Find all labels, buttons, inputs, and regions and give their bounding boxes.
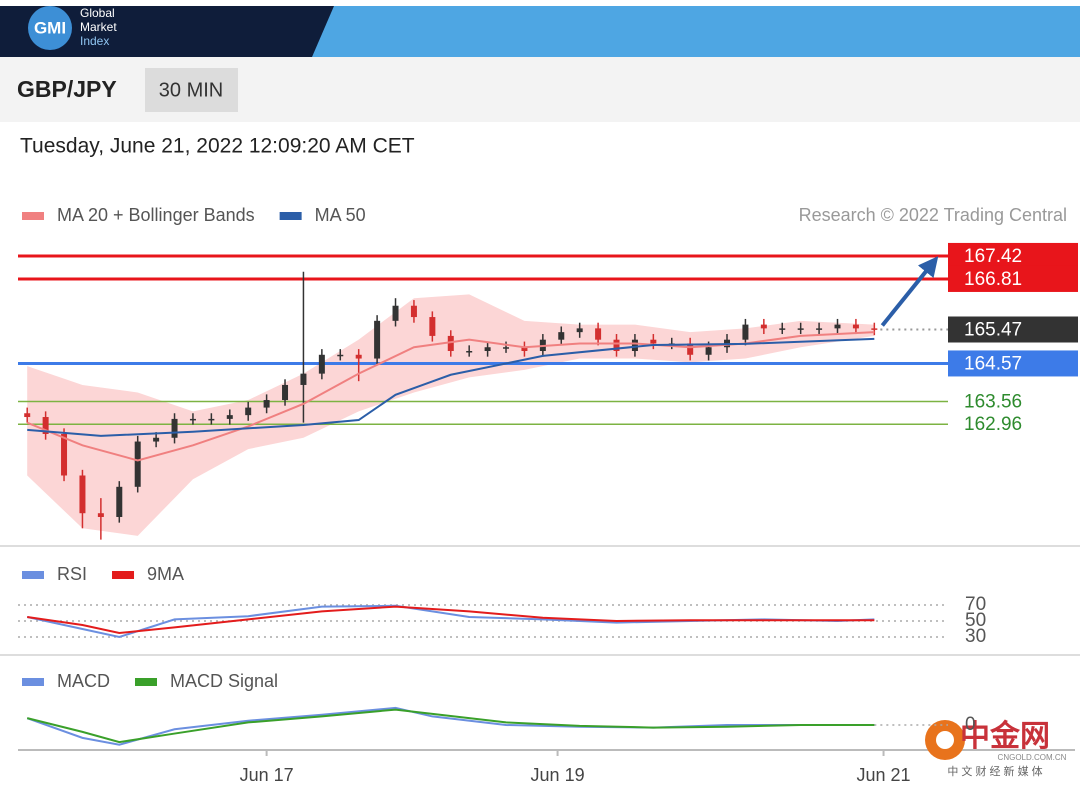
legend-swatch bbox=[22, 571, 44, 579]
candle-body bbox=[263, 400, 270, 408]
legend-label: RSI bbox=[57, 564, 87, 584]
candle-body bbox=[576, 328, 583, 333]
legend-label: 9MA bbox=[147, 564, 184, 584]
candle-body bbox=[816, 328, 823, 330]
candle-body bbox=[705, 347, 712, 355]
candle-body bbox=[852, 324, 859, 329]
candle-body bbox=[134, 441, 141, 487]
candle-body bbox=[245, 407, 252, 416]
level-box bbox=[948, 350, 1078, 377]
candle-body bbox=[631, 339, 638, 352]
y-tick-label: 30 bbox=[965, 626, 986, 647]
candle-body bbox=[337, 354, 344, 357]
candle-body bbox=[318, 354, 325, 374]
candle-body bbox=[189, 418, 196, 421]
level-label: 164.57 bbox=[964, 353, 1022, 374]
candle-body bbox=[484, 347, 491, 352]
candle-body bbox=[521, 347, 528, 352]
legend-label: MA 20 + Bollinger Bands bbox=[57, 205, 255, 225]
legend-swatch bbox=[135, 678, 157, 686]
candle-body bbox=[171, 418, 178, 438]
candle-body bbox=[374, 320, 381, 359]
legend-swatch bbox=[22, 678, 44, 686]
y-tick-label: 50 bbox=[965, 610, 986, 631]
candle-body bbox=[760, 324, 767, 329]
candle-body bbox=[613, 339, 620, 352]
candle-body bbox=[282, 384, 289, 401]
candle-body bbox=[410, 305, 417, 318]
interval[interactable]: 30 MIN bbox=[159, 79, 223, 101]
series-line bbox=[26, 331, 875, 462]
watermark-tagline: 中 文 财 经 新 媒 体 bbox=[947, 764, 1042, 778]
candle-body bbox=[466, 351, 473, 353]
level-label: 165.47 bbox=[964, 320, 1022, 341]
x-tick-label: Jun 19 bbox=[531, 765, 585, 785]
candle-body bbox=[153, 437, 160, 442]
candle-body bbox=[834, 324, 841, 329]
x-tick-label: Jun 21 bbox=[857, 765, 911, 785]
candle-body bbox=[595, 328, 602, 340]
x-tick-label: Jun 17 bbox=[240, 765, 294, 785]
level-box bbox=[948, 265, 1078, 292]
bollinger-band bbox=[27, 294, 875, 536]
y-tick-label: 0 bbox=[965, 714, 976, 735]
logo[interactable]: GMI bbox=[34, 18, 66, 37]
watermark-url: CNGOLD.COM.CN bbox=[998, 753, 1067, 762]
forecast-arrow bbox=[880, 256, 939, 327]
level-label: 167.42 bbox=[964, 246, 1022, 267]
level-box bbox=[948, 242, 1078, 269]
brand-line: Index bbox=[80, 34, 109, 48]
header-brand-bg bbox=[0, 6, 334, 57]
candle-body bbox=[79, 475, 86, 514]
candle-body bbox=[503, 347, 510, 349]
candle-body bbox=[797, 328, 804, 330]
logo-circle[interactable] bbox=[28, 6, 72, 50]
credit: Research © 2022 Trading Central bbox=[799, 205, 1067, 225]
candle-body bbox=[650, 339, 657, 344]
candle-body bbox=[300, 373, 307, 385]
legend-swatch bbox=[279, 212, 302, 220]
candle-body bbox=[392, 305, 399, 321]
legend-label: MA 50 bbox=[315, 205, 366, 225]
candle-body bbox=[97, 513, 104, 517]
candle-body bbox=[779, 328, 786, 330]
watermark-name: 中金网 bbox=[960, 719, 1050, 753]
legend-label: MACD bbox=[57, 671, 110, 691]
legend-swatch bbox=[22, 212, 44, 220]
watermark-logo bbox=[936, 731, 954, 749]
timestamp: Tuesday, June 21, 2022 12:09:20 AM CET bbox=[20, 135, 415, 158]
candle-body bbox=[355, 354, 362, 359]
legend-swatch bbox=[112, 571, 135, 579]
candle-body bbox=[429, 317, 436, 336]
candle-body bbox=[24, 413, 31, 418]
series-line bbox=[27, 337, 875, 437]
level-label: 163.56 bbox=[964, 392, 1022, 413]
candle-body bbox=[871, 328, 878, 330]
candle-body bbox=[116, 486, 123, 517]
candle-body bbox=[42, 417, 49, 434]
series-line bbox=[26, 708, 875, 744]
interval-button[interactable] bbox=[145, 68, 238, 112]
candle-body bbox=[742, 324, 749, 340]
level-label: 162.96 bbox=[964, 414, 1022, 435]
symbol: GBP/JPY bbox=[17, 76, 117, 102]
series-line bbox=[27, 605, 875, 635]
candle-body bbox=[687, 343, 694, 355]
candle-body bbox=[447, 335, 454, 352]
y-tick-label: 70 bbox=[965, 594, 986, 615]
brand-line: Global bbox=[80, 6, 115, 20]
candle-body bbox=[226, 415, 233, 419]
brand-line: Market bbox=[80, 20, 117, 34]
level-box bbox=[948, 316, 1078, 343]
level-label: 166.81 bbox=[964, 269, 1022, 290]
legend-label: MACD Signal bbox=[170, 671, 278, 691]
candle-body bbox=[558, 332, 565, 340]
candle-body bbox=[61, 433, 68, 476]
candle-body bbox=[208, 418, 215, 421]
